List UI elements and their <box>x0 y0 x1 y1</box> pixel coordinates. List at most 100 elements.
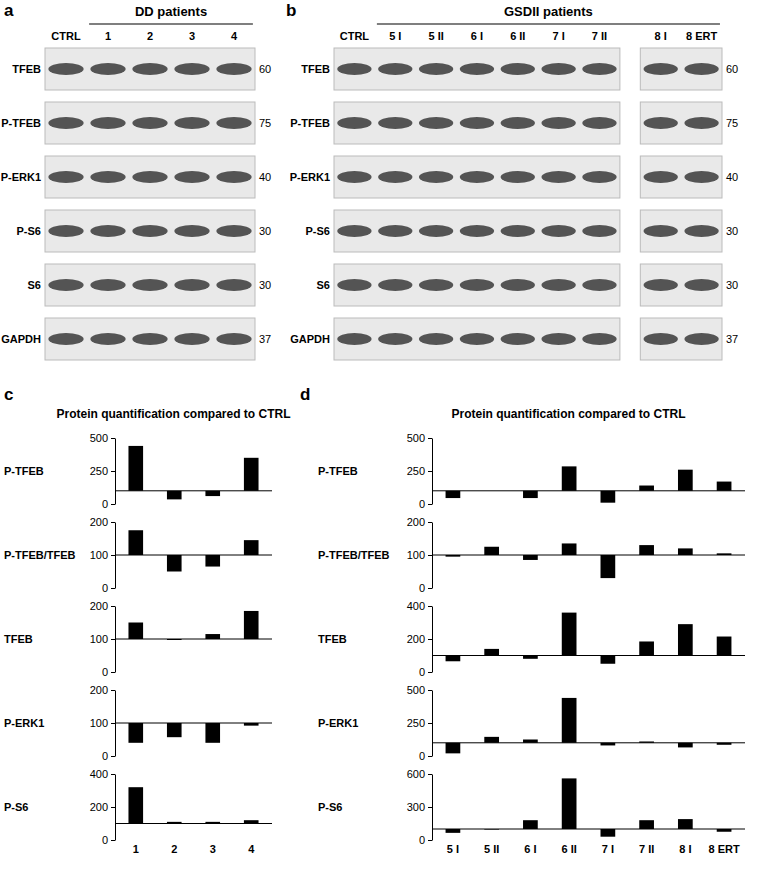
blot-strip <box>640 48 722 90</box>
tick: 3 <box>210 843 216 855</box>
chart-title: TFEB <box>318 633 347 645</box>
bar <box>205 555 220 567</box>
bar <box>523 820 538 829</box>
tick: 250 <box>90 465 115 477</box>
mw-label: 37 <box>726 333 738 345</box>
tick-label: 2 <box>171 843 177 855</box>
blot-band <box>460 171 494 183</box>
header-rule <box>377 23 720 24</box>
tick-mark <box>428 588 432 589</box>
row-label: GAPDH <box>1 333 41 345</box>
bar <box>717 637 732 656</box>
blot-strip <box>334 318 620 360</box>
blot-band <box>644 63 678 75</box>
tick-label: 0 <box>419 666 425 678</box>
blot-band <box>216 63 251 75</box>
axis-line <box>115 775 116 841</box>
blot-band <box>174 333 209 345</box>
blot-band <box>541 279 575 291</box>
blot-band <box>337 171 371 183</box>
blot-band <box>684 279 718 291</box>
blot-band <box>419 171 453 183</box>
tick-label: 0 <box>102 834 108 846</box>
axis-line <box>432 775 433 841</box>
tick-mark <box>428 555 432 556</box>
blot-panel: aDD patientsCTRL1234TFEB60P-TFEB75P-ERK1… <box>1 1 272 360</box>
blot-band <box>501 117 535 129</box>
tick: 500 <box>407 432 432 444</box>
tick-mark <box>111 522 115 523</box>
axis-line <box>432 607 433 673</box>
tick-label: 500 <box>407 684 425 696</box>
blot-strip <box>45 102 255 144</box>
lane-label: 1 <box>105 30 111 42</box>
panel-letter: c <box>4 385 13 404</box>
bar <box>601 656 616 664</box>
tick: 0 <box>419 666 432 678</box>
blot-band <box>582 63 616 75</box>
tick-label: 0 <box>419 834 425 846</box>
blot-band <box>582 117 616 129</box>
tick: 100 <box>407 549 432 561</box>
bar <box>523 555 538 560</box>
blot-band <box>684 117 718 129</box>
bar <box>484 737 499 743</box>
tick: 4 <box>248 843 255 855</box>
bar <box>601 829 616 837</box>
mw-label: 30 <box>259 225 271 237</box>
lane-label: 8 I <box>655 30 667 42</box>
bars <box>446 466 732 502</box>
blot-band <box>174 63 209 75</box>
blot-band <box>501 63 535 75</box>
axis-line <box>115 439 116 505</box>
baseline <box>115 723 272 724</box>
blot-band <box>684 171 718 183</box>
blot-band <box>419 63 453 75</box>
baseline <box>432 555 745 556</box>
blot-band <box>582 225 616 237</box>
blot-band <box>419 117 453 129</box>
tick: 5 II <box>484 843 499 855</box>
tick-mark <box>111 723 115 724</box>
mw-label: 30 <box>726 225 738 237</box>
baseline <box>432 490 745 491</box>
tick-mark <box>428 723 432 724</box>
tick: 7 I <box>602 843 614 855</box>
tick: 0 <box>419 750 432 762</box>
bar-chart: TFEB0100200 <box>4 600 272 678</box>
bar <box>678 743 693 748</box>
bar <box>678 548 693 555</box>
tick: 200 <box>90 516 115 528</box>
blot-band <box>378 117 412 129</box>
tick: 600 <box>407 768 432 780</box>
blot-band <box>378 333 412 345</box>
bar <box>446 829 461 833</box>
blot-strip <box>640 318 722 360</box>
tick: 400 <box>407 600 432 612</box>
blot-band <box>460 63 494 75</box>
bar <box>639 545 654 555</box>
panel-letter: d <box>300 385 310 404</box>
row-label: S6 <box>28 279 41 291</box>
bar-chart: P-S603006005 I5 II6 I6 II7 I7 II8 I8 ERT <box>318 768 745 855</box>
blot-band <box>501 225 535 237</box>
baseline <box>115 639 272 640</box>
blot-band <box>90 171 125 183</box>
panel-heading: Protein quantification compared to CTRL <box>56 407 290 421</box>
blot-band <box>582 171 616 183</box>
y-axis: 0250500 <box>90 432 116 510</box>
bar <box>244 540 259 555</box>
tick-mark <box>428 606 432 607</box>
y-axis: 0100200 <box>90 684 116 762</box>
blot-strip <box>334 156 620 198</box>
tick: 5 I <box>447 843 459 855</box>
tick-label: 250 <box>407 717 425 729</box>
blot-band <box>174 171 209 183</box>
blot-band <box>460 279 494 291</box>
tick: 0 <box>102 834 115 846</box>
tick-label: 200 <box>90 516 108 528</box>
chart-title: P-TFEB/TFEB <box>4 549 76 561</box>
blot-strip <box>640 102 722 144</box>
figure: aDD patientsCTRL1234TFEB60P-TFEB75P-ERK1… <box>0 0 761 872</box>
blot-band <box>48 225 83 237</box>
